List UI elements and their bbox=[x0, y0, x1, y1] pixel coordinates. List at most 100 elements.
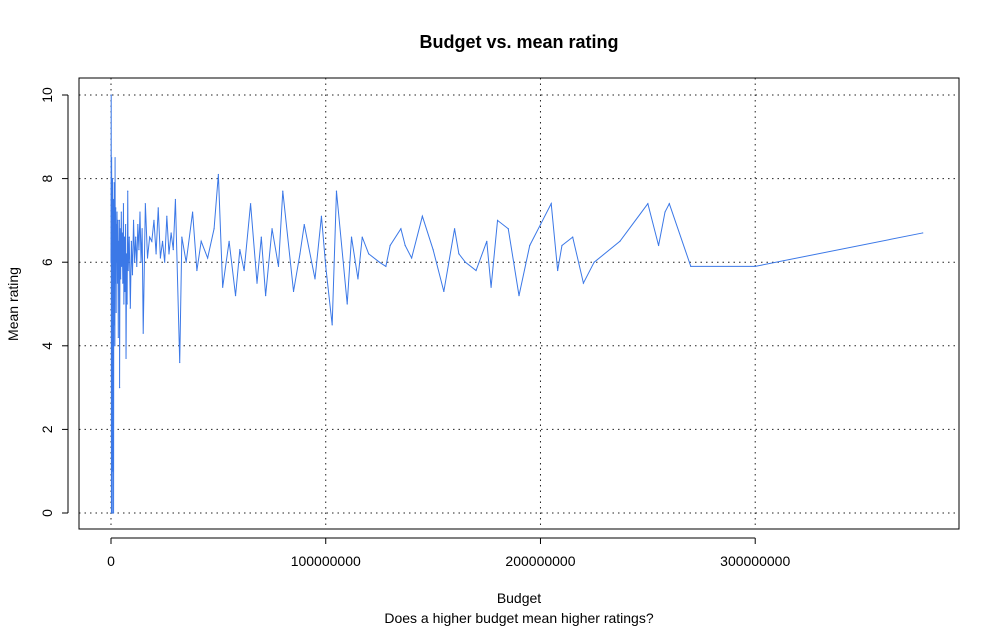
data-point-42 bbox=[124, 290, 126, 293]
data-point-105 bbox=[331, 324, 333, 326]
data-point-93 bbox=[256, 282, 258, 284]
data-point-88 bbox=[228, 240, 230, 242]
data-point-104 bbox=[325, 265, 327, 267]
data-point-100 bbox=[299, 253, 301, 255]
data-point-7 bbox=[111, 178, 114, 180]
data-point-95 bbox=[265, 295, 267, 297]
data-point-108 bbox=[350, 236, 353, 238]
x-tick-label-3: 300000000 bbox=[720, 553, 790, 569]
data-point-67 bbox=[153, 219, 155, 221]
y-axis: 0 2 4 6 8 10 bbox=[39, 87, 69, 517]
data-point-102 bbox=[314, 278, 316, 280]
data-point-54 bbox=[134, 261, 136, 263]
data-point-6 bbox=[111, 512, 113, 514]
data-point-70 bbox=[159, 257, 161, 259]
data-point-66 bbox=[151, 240, 153, 242]
data-point-86 bbox=[217, 173, 219, 176]
y-tick-label-0: 0 bbox=[39, 509, 55, 517]
data-point-35 bbox=[120, 211, 122, 213]
data-point-133 bbox=[557, 269, 559, 272]
data-point-99 bbox=[292, 290, 295, 293]
data-point-135 bbox=[572, 236, 574, 238]
data-point-41 bbox=[123, 236, 126, 238]
x-tick-label-2: 200000000 bbox=[505, 553, 575, 569]
data-point-101 bbox=[303, 223, 305, 226]
data-point-79 bbox=[181, 236, 183, 238]
data-point-107 bbox=[346, 303, 348, 305]
data-point-103 bbox=[320, 215, 323, 217]
data-point-98 bbox=[282, 190, 284, 192]
data-point-22 bbox=[115, 311, 117, 313]
data-point-26 bbox=[116, 282, 119, 284]
data-point-4 bbox=[111, 428, 113, 430]
data-point-10 bbox=[112, 378, 114, 380]
data-point-97 bbox=[277, 265, 280, 267]
series-line-mean-rating bbox=[110, 94, 923, 514]
data-point-91 bbox=[243, 269, 245, 272]
y-tick-label-4: 8 bbox=[39, 174, 55, 182]
data-point-122 bbox=[458, 253, 460, 255]
data-point-78 bbox=[179, 361, 181, 364]
data-point-15 bbox=[113, 182, 115, 184]
data-point-142 bbox=[668, 203, 670, 205]
data-point-112 bbox=[378, 261, 381, 263]
data-point-29 bbox=[117, 240, 120, 242]
data-point-23 bbox=[115, 223, 117, 226]
data-point-117 bbox=[411, 257, 413, 259]
data-point-20 bbox=[114, 282, 116, 284]
data-point-57 bbox=[137, 223, 139, 226]
data-point-0 bbox=[110, 261, 112, 263]
data-point-118 bbox=[421, 215, 423, 217]
data-point-46 bbox=[126, 303, 128, 305]
data-point-56 bbox=[136, 265, 138, 267]
data-point-60 bbox=[140, 261, 142, 263]
x-tick-label-0: 0 bbox=[107, 553, 115, 569]
data-point-84 bbox=[207, 257, 209, 259]
data-point-124 bbox=[475, 269, 477, 272]
data-point-34 bbox=[120, 278, 122, 280]
data-point-68 bbox=[155, 253, 157, 255]
data-point-31 bbox=[118, 219, 120, 221]
data-point-38 bbox=[122, 282, 124, 284]
data-point-144 bbox=[754, 265, 756, 267]
data-point-90 bbox=[239, 249, 241, 251]
data-point-43 bbox=[125, 223, 127, 226]
data-point-80 bbox=[185, 261, 187, 263]
data-point-140 bbox=[657, 244, 660, 247]
data-point-63 bbox=[144, 203, 146, 205]
data-point-109 bbox=[357, 278, 359, 280]
data-point-116 bbox=[404, 244, 406, 247]
data-point-141 bbox=[664, 211, 666, 213]
data-point-8 bbox=[112, 470, 114, 472]
data-point-85 bbox=[213, 228, 215, 230]
x-axis-label: Budget bbox=[497, 590, 541, 606]
y-tick-label-1: 2 bbox=[39, 425, 55, 433]
data-point-74 bbox=[168, 253, 170, 255]
data-point-62 bbox=[142, 332, 144, 334]
data-point-115 bbox=[400, 228, 402, 230]
data-point-9 bbox=[112, 211, 114, 213]
data-point-145 bbox=[922, 232, 924, 234]
data-point-125 bbox=[486, 240, 488, 242]
data-point-120 bbox=[443, 290, 445, 293]
x-axis: 0 100000000 200000000 300000000 bbox=[107, 537, 790, 569]
data-point-11 bbox=[112, 198, 114, 201]
data-point-40 bbox=[123, 303, 125, 305]
data-point-131 bbox=[539, 223, 542, 226]
data-point-76 bbox=[172, 249, 174, 251]
data-point-13 bbox=[113, 228, 115, 230]
data-point-82 bbox=[196, 269, 198, 272]
data-point-50 bbox=[129, 307, 131, 309]
data-point-17 bbox=[114, 219, 116, 221]
chart-title: Budget vs. mean rating bbox=[419, 32, 618, 52]
data-point-1 bbox=[110, 94, 112, 96]
data-point-2 bbox=[110, 512, 113, 514]
data-point-72 bbox=[164, 261, 166, 263]
data-point-92 bbox=[249, 203, 252, 205]
data-point-64 bbox=[146, 257, 149, 259]
data-point-55 bbox=[135, 236, 137, 238]
data-point-53 bbox=[132, 219, 135, 221]
data-point-83 bbox=[200, 240, 202, 242]
y-axis-label: Mean rating bbox=[5, 267, 21, 341]
data-point-24 bbox=[115, 261, 118, 263]
